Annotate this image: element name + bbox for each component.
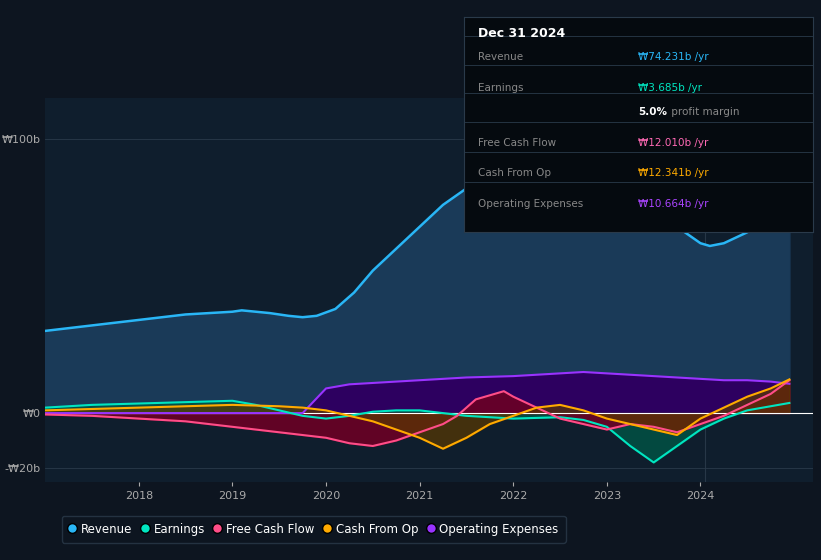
Text: Earnings: Earnings [478, 82, 523, 92]
Text: Operating Expenses: Operating Expenses [478, 199, 583, 209]
Text: ₩3.685b /yr: ₩3.685b /yr [639, 82, 702, 92]
Text: profit margin: profit margin [668, 108, 740, 118]
Legend: Revenue, Earnings, Free Cash Flow, Cash From Op, Operating Expenses: Revenue, Earnings, Free Cash Flow, Cash … [62, 516, 566, 543]
Text: ₩12.010b /yr: ₩12.010b /yr [639, 138, 709, 147]
Text: 5.0%: 5.0% [639, 108, 667, 118]
Text: Revenue: Revenue [478, 53, 523, 62]
Text: Free Cash Flow: Free Cash Flow [478, 138, 556, 147]
Text: ₩10.664b /yr: ₩10.664b /yr [639, 199, 709, 209]
Text: ₩12.341b /yr: ₩12.341b /yr [639, 168, 709, 178]
Text: ₩74.231b /yr: ₩74.231b /yr [639, 53, 709, 62]
Text: Dec 31 2024: Dec 31 2024 [478, 26, 565, 40]
Text: Cash From Op: Cash From Op [478, 168, 551, 178]
